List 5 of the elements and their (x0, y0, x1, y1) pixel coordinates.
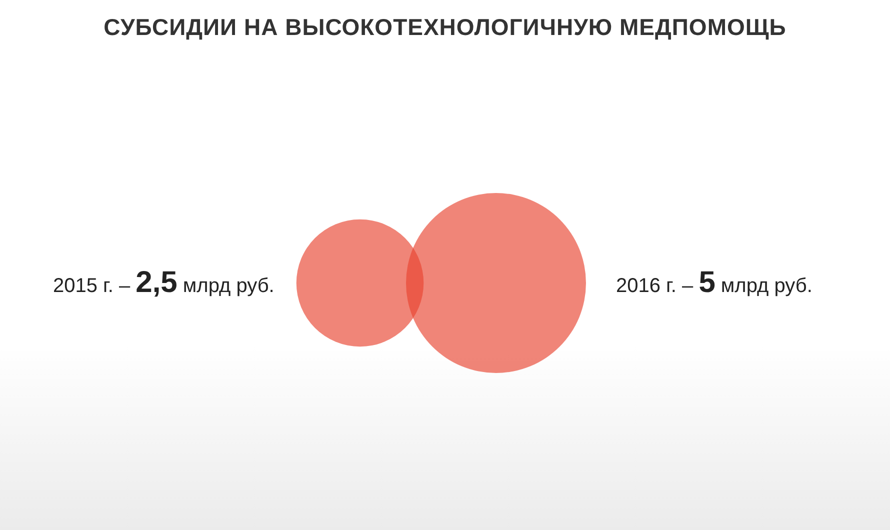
text: СУБСИДИИ НА ВЫСОКОТЕХНОЛОГИЧНУЮ МЕДПОМОЩЬ (102, 14, 788, 41)
category-label: 2015 г. – (52, 275, 136, 297)
data-label: 5 млрд руб. (698, 266, 812, 299)
data-label: 2,5 млрд руб. (136, 266, 274, 299)
category-label: 2016 г. – (616, 275, 699, 297)
